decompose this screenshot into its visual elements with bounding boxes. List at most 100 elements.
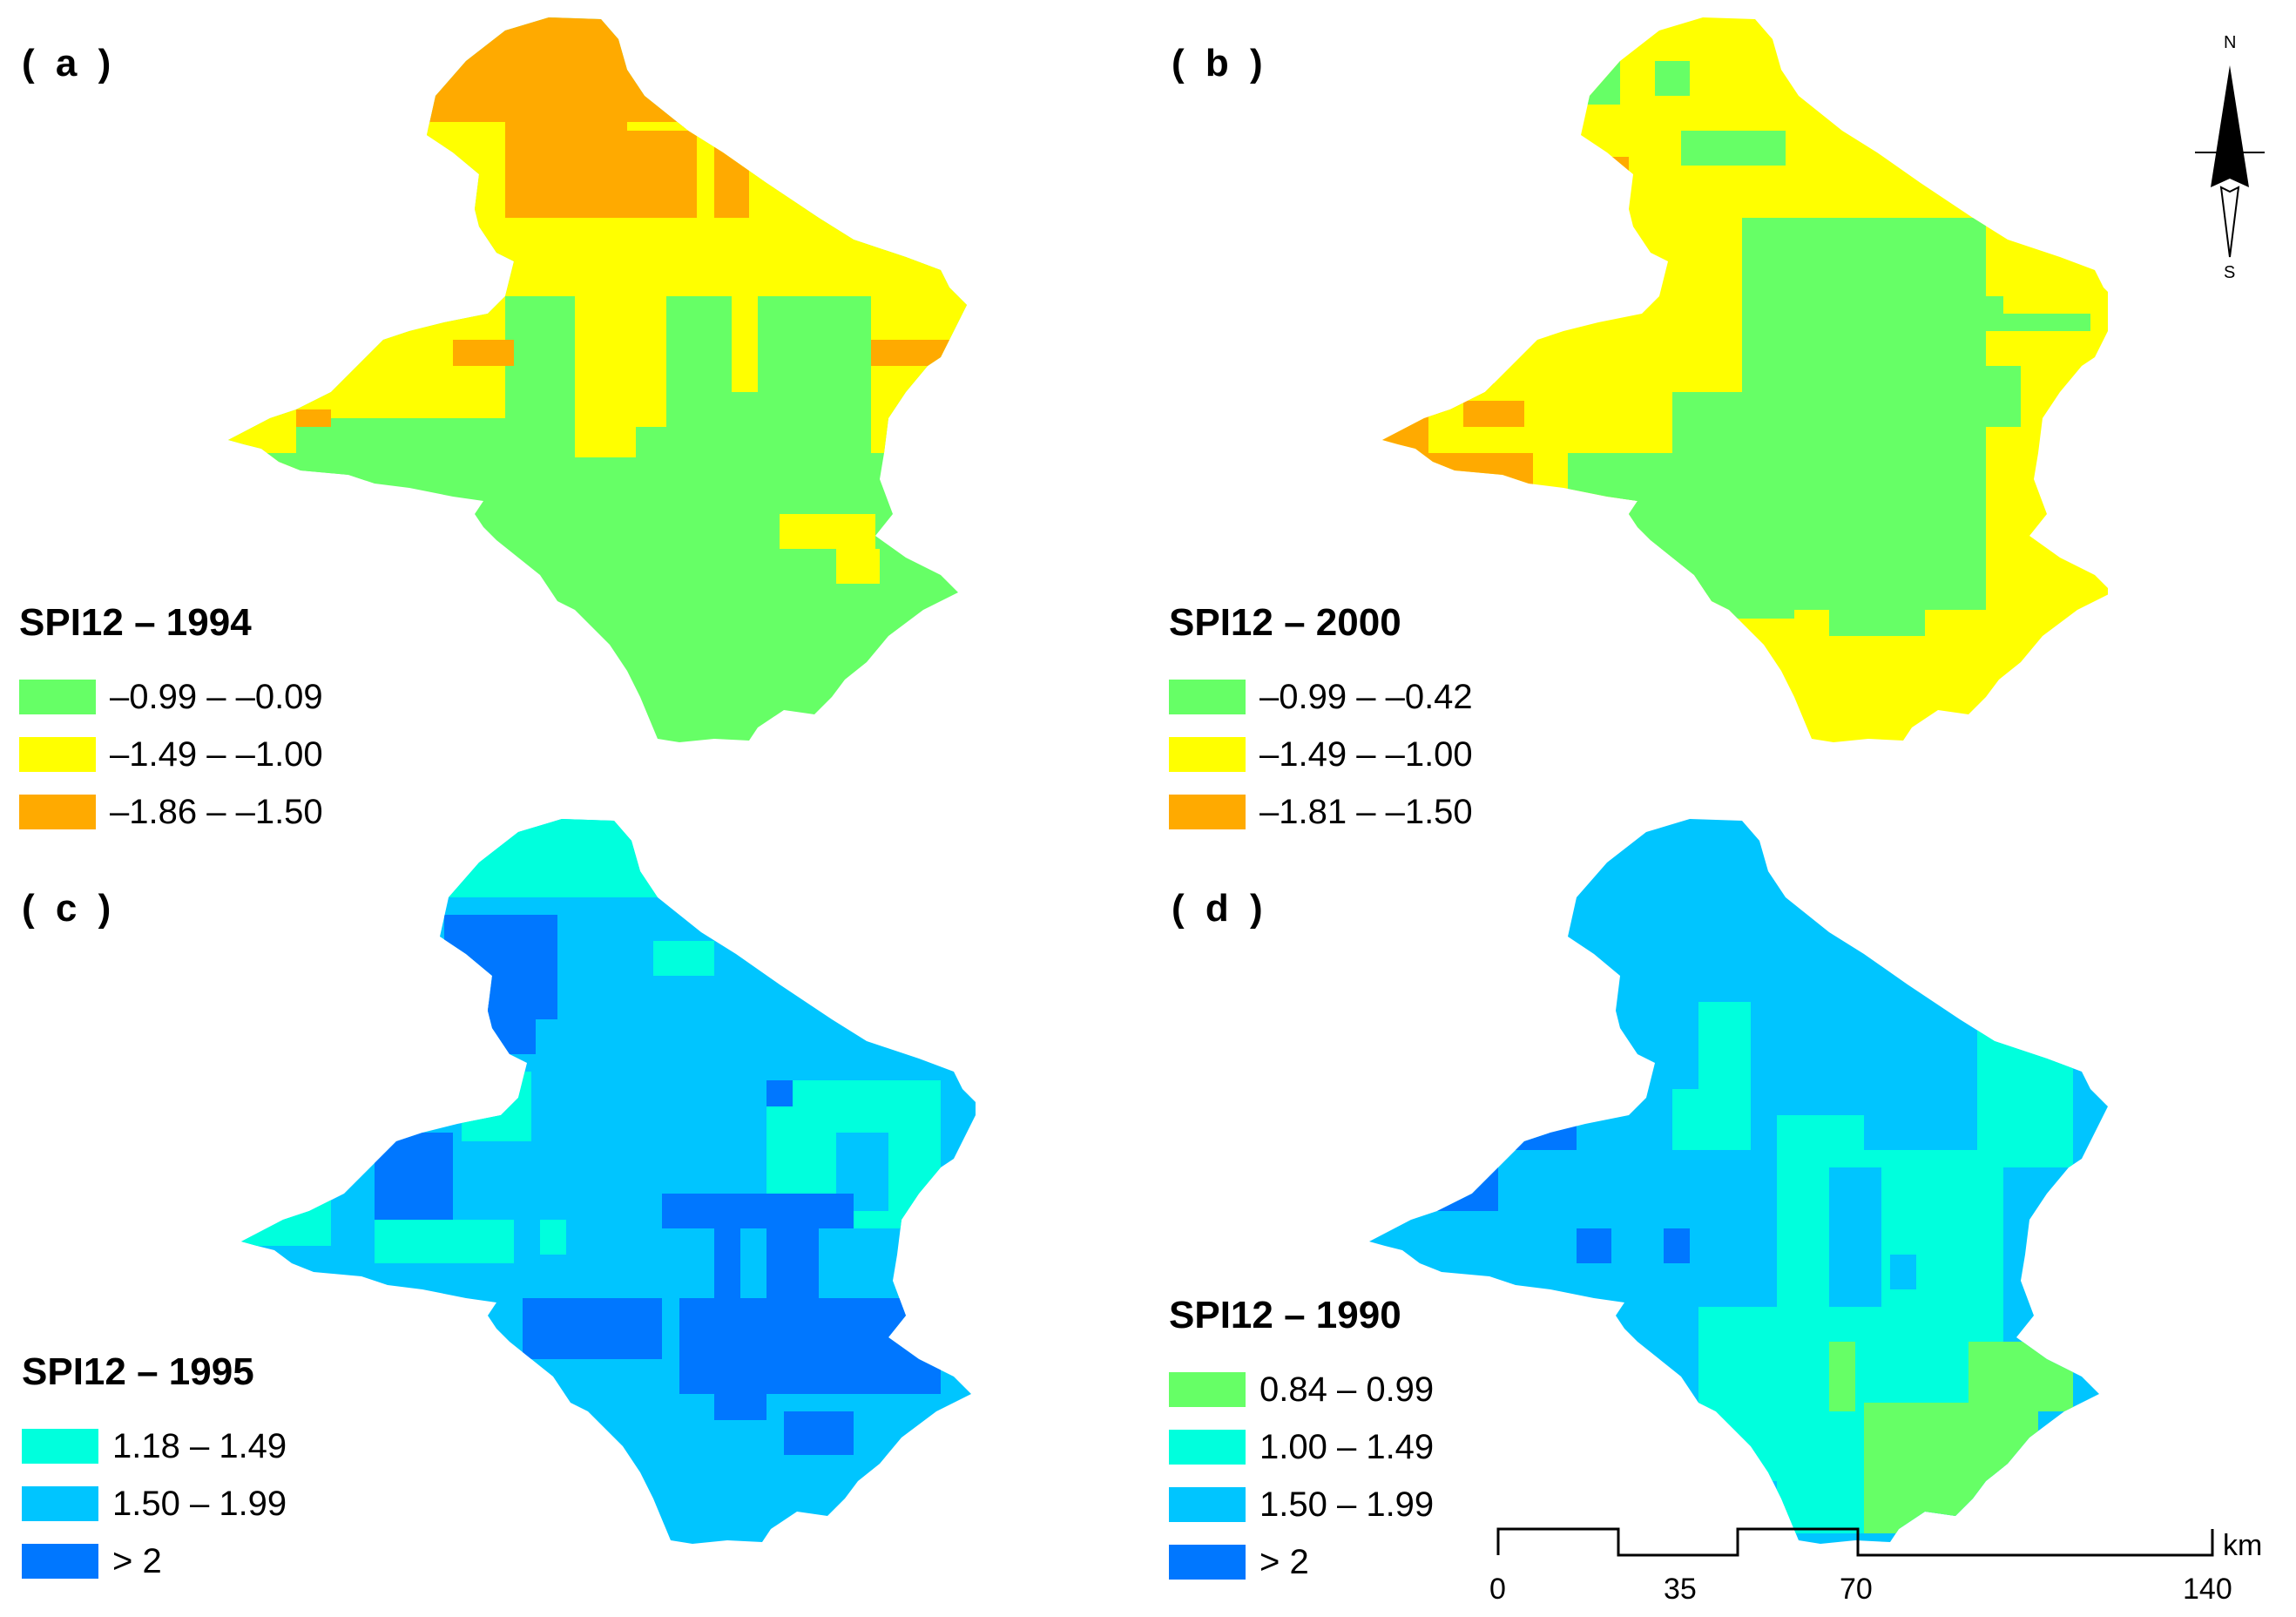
- scale-unit: km: [2223, 1529, 2263, 1562]
- legend-label: > 2: [1259, 1542, 1309, 1581]
- zone-blue: [375, 1133, 453, 1228]
- legend-item-b-1: –1.49 – –1.00: [1169, 735, 1473, 774]
- map-c: [241, 819, 976, 1544]
- zone-orange: [714, 131, 749, 218]
- zone-cyan: [540, 1220, 566, 1255]
- zone-orange: [453, 340, 514, 366]
- zone-green: [1864, 1403, 2038, 1533]
- zone-yellow: [575, 296, 666, 427]
- zone-green: [2003, 314, 2090, 331]
- legend-swatch: [1169, 680, 1246, 714]
- scale-tick-0: 0: [1489, 1573, 1506, 1606]
- zone-green: [1550, 44, 1620, 105]
- zone-cyan: [653, 941, 714, 976]
- legend-swatch: [19, 680, 96, 714]
- zone-green: [1881, 401, 1986, 514]
- zone-cyan: [1777, 1115, 1864, 1150]
- zone-orange: [1463, 401, 1524, 427]
- zone-cyan: [1672, 1089, 1751, 1150]
- north-label: N: [2224, 33, 2237, 52]
- zone-orange: [505, 157, 627, 192]
- legend-label: 0.84 – 0.99: [1259, 1370, 1435, 1409]
- legend-item-b-2: –1.81 – –1.50: [1169, 792, 1473, 831]
- legend-item-b-0: –0.99 – –0.42: [1169, 678, 1473, 716]
- legend-swatch: [1169, 1430, 1246, 1465]
- zone-green: [1829, 540, 1925, 636]
- zone-blue: [679, 1298, 941, 1394]
- legend-label: > 2: [112, 1541, 162, 1580]
- legend-label: 1.50 – 1.99: [1259, 1485, 1435, 1524]
- zone-green: [1681, 131, 1786, 166]
- legend-swatch: [1169, 1372, 1246, 1407]
- legend-label: 1.18 – 1.49: [112, 1426, 287, 1465]
- legend-item-c-2: > 2: [22, 1541, 162, 1580]
- legend-item-c-0: 1.18 – 1.49: [22, 1426, 287, 1465]
- legend-title-c: SPI12 – 1995: [22, 1350, 254, 1393]
- zone-blue: [1394, 1167, 1498, 1211]
- zone-green: [1986, 366, 2021, 427]
- zone-yellow: [871, 296, 967, 453]
- zone-blue: [523, 1298, 662, 1359]
- zone-blue: [714, 1394, 766, 1420]
- legend-item-d-3: > 2: [1169, 1542, 1309, 1581]
- scale-tick-140: 140: [2183, 1573, 2232, 1606]
- zone-green: [1968, 1342, 2073, 1411]
- zone-orange: [296, 409, 331, 427]
- legend-swatch: [19, 795, 96, 829]
- south-label: S: [2224, 263, 2236, 282]
- zone-yellow: [575, 418, 636, 457]
- legend-label: –1.81 – –1.50: [1259, 792, 1473, 831]
- legend-swatch: [1169, 1487, 1246, 1522]
- zone-orange: [1594, 157, 1629, 235]
- panel-label-b: ( b ): [1172, 42, 1268, 85]
- zone-green: [228, 453, 366, 497]
- zone-blue: [766, 1080, 793, 1106]
- zone-cyan: [1977, 1028, 2073, 1167]
- zone-yellow: [228, 418, 296, 470]
- zone-orange: [871, 340, 967, 366]
- zone-blue: [1481, 1080, 1577, 1150]
- legend-swatch: [22, 1544, 98, 1579]
- zone-green: [1655, 61, 1690, 96]
- zone-blue: [1664, 1228, 1690, 1263]
- zone-lightblue: [1890, 1255, 1916, 1289]
- zone-green: [1864, 218, 1899, 270]
- legend-item-a-1: –1.49 – –1.00: [19, 734, 323, 774]
- legend-swatch: [1169, 795, 1246, 829]
- zone-cyan: [462, 1072, 531, 1141]
- zone-yellow: [780, 514, 875, 549]
- legend-label: 1.00 – 1.49: [1259, 1427, 1435, 1466]
- map-a: [228, 17, 967, 742]
- legend-item-d-2: 1.50 – 1.99: [1169, 1485, 1435, 1524]
- scale-tick-35: 35: [1664, 1573, 1697, 1606]
- zone-cyan: [375, 1220, 514, 1263]
- zone-blue: [714, 1194, 740, 1316]
- zone-green: [1829, 1342, 1855, 1411]
- zone-green: [1968, 296, 2003, 331]
- zone-yellow: [836, 549, 880, 584]
- legend-label: 1.50 – 1.99: [112, 1484, 287, 1523]
- panel-label-d: ( d ): [1172, 887, 1268, 930]
- legend-label: –1.49 – –1.00: [110, 734, 323, 774]
- zone-blue: [784, 1411, 854, 1455]
- legend-title-a: SPI12 – 1994: [19, 601, 252, 644]
- zone-cyan: [1698, 1307, 1803, 1481]
- legend-swatch: [1169, 737, 1246, 772]
- zone-lightblue: [1829, 1167, 1881, 1307]
- scale-bar: [1496, 1527, 2214, 1557]
- zone-green: [1568, 453, 1707, 619]
- scale-tick-70: 70: [1840, 1573, 1873, 1606]
- legend-title-b: SPI12 – 2000: [1169, 601, 1401, 644]
- map-b: [1382, 17, 2108, 742]
- zone-yellow: [732, 296, 758, 392]
- legend-label: –0.99 – –0.09: [110, 677, 323, 716]
- zone-orange: [228, 17, 967, 131]
- legend-swatch: [22, 1429, 98, 1464]
- panel-label-c: ( c ): [22, 887, 117, 930]
- zone-cyan: [418, 819, 679, 897]
- zone-blue: [483, 1002, 536, 1054]
- zone-yellow: [228, 122, 505, 157]
- legend-item-a-0: –0.99 – –0.09: [19, 677, 323, 716]
- legend-item-d-1: 1.00 – 1.49: [1169, 1427, 1435, 1466]
